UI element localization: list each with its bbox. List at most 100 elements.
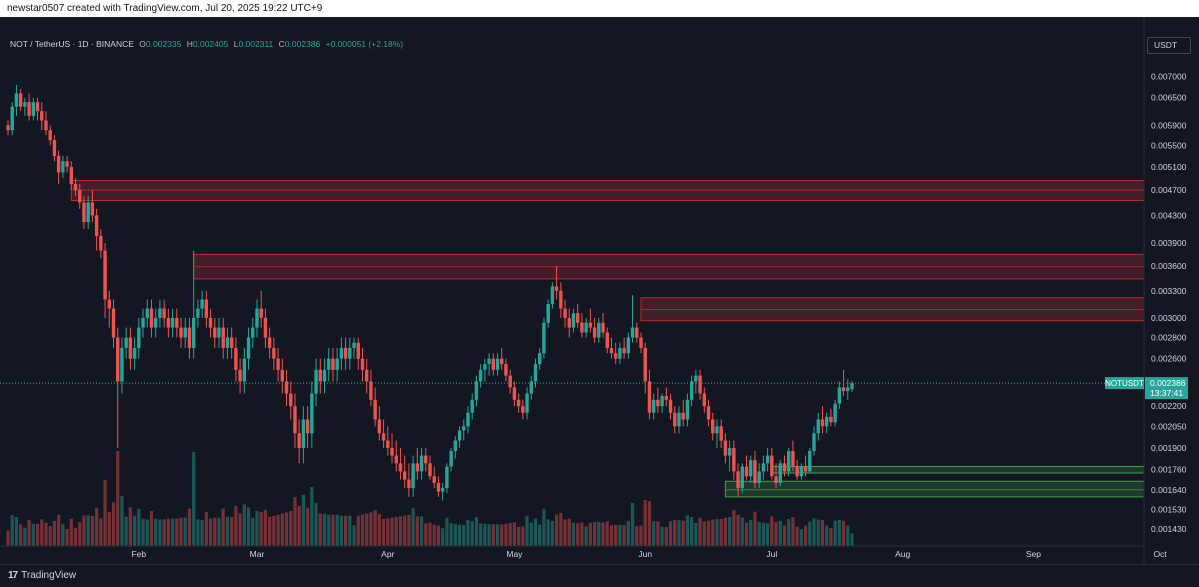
tradingview-brand[interactable]: 17 TradingView [8,570,76,581]
candle[interactable] [335,358,339,370]
candle[interactable] [580,322,584,333]
candle[interactable] [554,286,559,291]
candle[interactable] [795,466,799,477]
candle[interactable] [369,381,373,400]
candle[interactable] [27,102,31,116]
candle[interactable] [365,369,369,382]
candle[interactable] [588,322,593,328]
candle[interactable] [331,358,335,370]
candle[interactable] [605,332,609,348]
candle[interactable] [584,322,588,333]
candle[interactable] [504,364,508,376]
candle[interactable] [647,381,652,413]
candle[interactable] [179,327,183,338]
candle[interactable] [318,369,322,382]
demand-zone[interactable] [724,480,1145,498]
candle[interactable] [61,161,65,173]
candle[interactable] [234,347,238,370]
candle[interactable] [221,327,225,348]
candle[interactable] [833,403,837,423]
candle[interactable] [626,337,631,354]
candle[interactable] [255,308,259,328]
candle[interactable] [774,476,778,483]
candle[interactable] [111,308,116,338]
candle[interactable] [601,322,605,333]
candle[interactable] [415,463,420,472]
candle[interactable] [259,308,263,318]
candle[interactable] [213,327,217,338]
candle[interactable] [183,327,187,338]
candle[interactable] [546,304,550,323]
candle[interactable] [660,396,664,407]
candle[interactable] [116,337,120,382]
candle[interactable] [217,327,221,338]
candle[interactable] [440,488,445,492]
candle[interactable] [711,419,715,434]
candle[interactable] [73,184,78,191]
candle[interactable] [128,337,133,359]
candle[interactable] [145,308,149,318]
candle[interactable] [94,215,99,236]
candle[interactable] [778,463,782,483]
candle[interactable] [208,317,213,328]
candle[interactable] [702,393,706,407]
candle[interactable] [782,463,787,472]
candle[interactable] [293,406,297,434]
candle[interactable] [200,299,204,309]
candle[interactable] [462,426,466,431]
candle[interactable] [457,430,462,441]
candle[interactable] [706,406,711,420]
candle[interactable] [567,317,571,328]
candle[interactable] [263,317,268,338]
candle[interactable] [377,419,382,434]
candle[interactable] [799,466,804,477]
candle[interactable] [846,387,850,392]
candle[interactable] [301,419,306,448]
candle[interactable] [592,327,597,338]
candle[interactable] [149,308,154,328]
candle[interactable] [474,381,479,400]
candle[interactable] [18,93,23,107]
candle[interactable] [10,106,14,131]
candle[interactable] [352,342,356,348]
candle[interactable] [740,466,744,489]
candle[interactable] [681,412,685,420]
candle[interactable] [736,471,740,489]
candle[interactable] [829,416,833,423]
candle[interactable] [436,482,441,492]
candle[interactable] [516,399,521,407]
candle[interactable] [272,347,276,359]
candle[interactable] [850,383,854,390]
candle[interactable] [204,299,209,318]
candle[interactable] [191,317,196,348]
candle[interactable] [791,450,795,467]
candle[interactable] [40,111,44,121]
candle[interactable] [689,381,694,400]
candle[interactable] [635,327,639,338]
candle[interactable] [483,364,487,370]
candle[interactable] [56,155,61,173]
candle[interactable] [613,353,618,359]
candle[interactable] [69,166,73,185]
candle[interactable] [432,476,436,483]
candle[interactable] [124,337,128,348]
candle[interactable] [694,375,698,382]
candle[interactable] [630,327,635,338]
candle[interactable] [14,93,19,107]
candle[interactable] [229,337,234,348]
candle[interactable] [466,412,470,427]
candle[interactable] [78,190,82,203]
candle[interactable] [622,347,626,354]
candle[interactable] [402,471,407,480]
candle[interactable] [398,463,403,472]
candle[interactable] [35,102,40,112]
candle[interactable] [141,317,145,328]
candle[interactable] [356,342,360,359]
candle[interactable] [166,317,171,328]
candle[interactable] [508,375,512,388]
demand-zone[interactable] [771,466,1145,474]
candle[interactable] [563,308,567,318]
candle[interactable] [812,433,816,451]
candle[interactable] [491,358,495,370]
candle[interactable] [820,419,825,427]
